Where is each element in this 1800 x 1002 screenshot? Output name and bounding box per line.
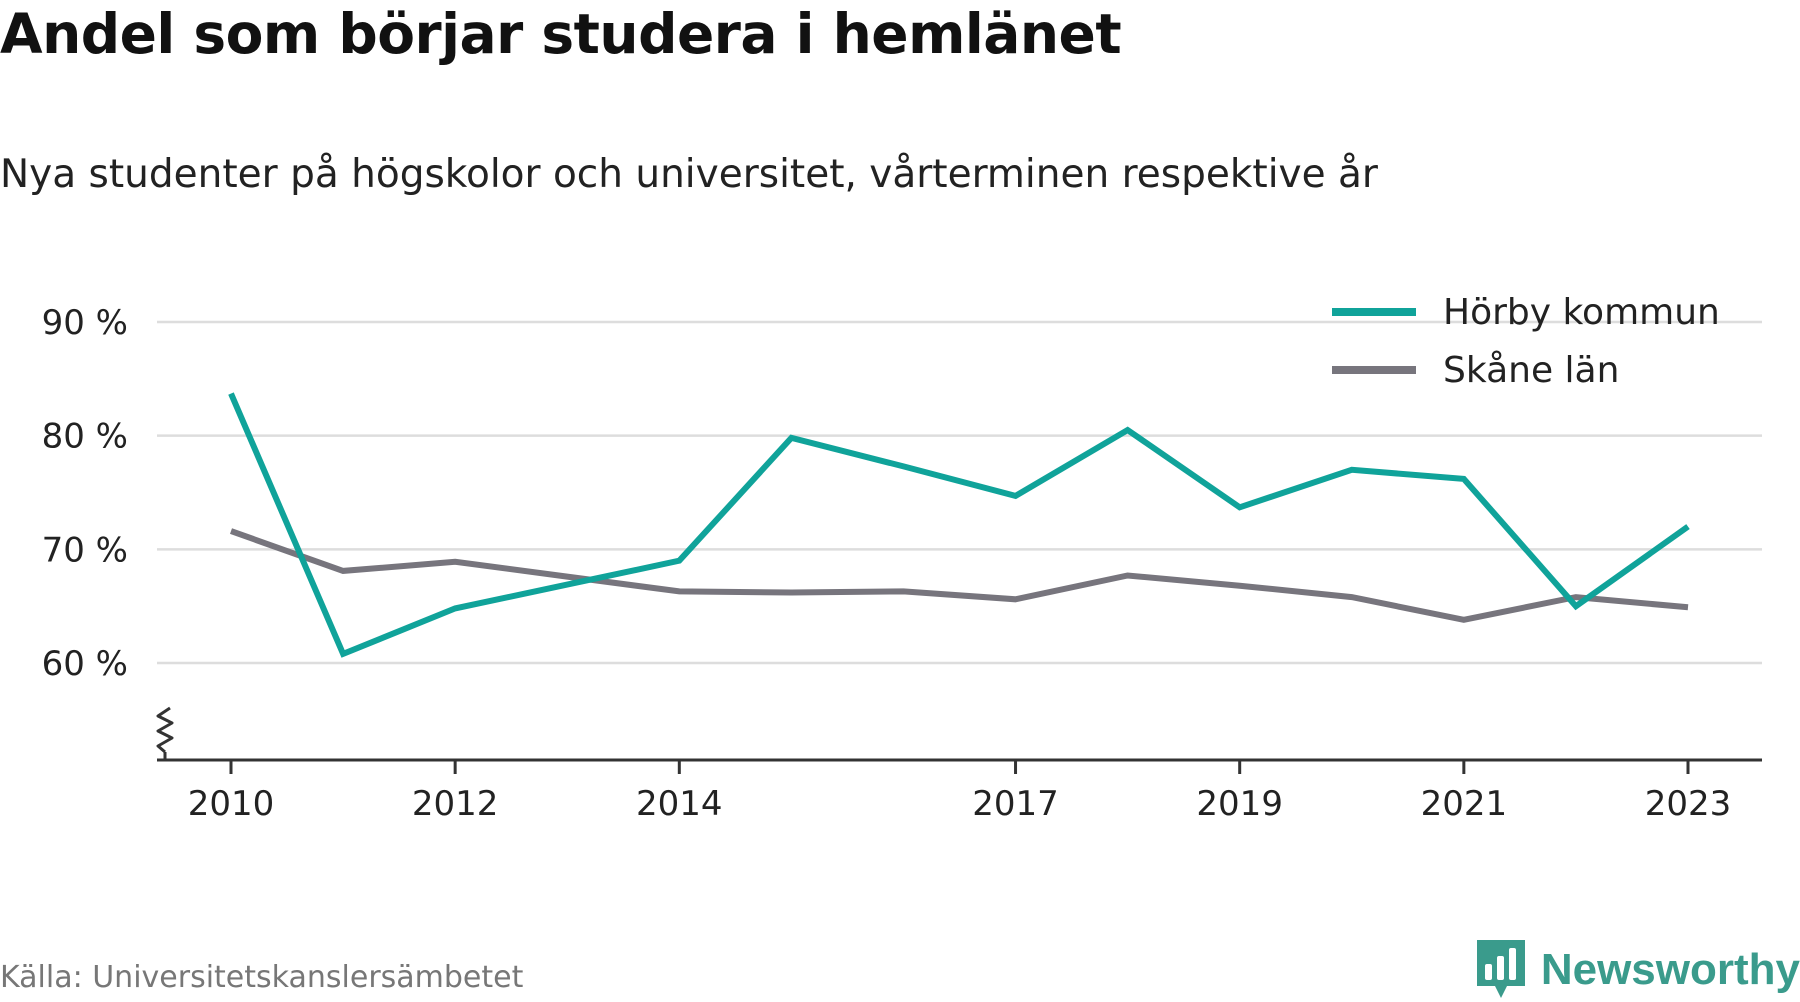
x-tick-label: 2012 (412, 784, 499, 824)
brand-logo: Newsworthy (1473, 938, 1800, 1002)
series-line-horby-kommun (228, 392, 1690, 658)
x-tick-label: 2014 (636, 784, 723, 824)
brand-name: Newsworthy (1540, 945, 1800, 994)
bar-chart-speech-bubble-icon (1476, 940, 1525, 998)
legend-swatch-bg (1320, 297, 1400, 307)
x-tick-label: 2021 (1421, 784, 1508, 824)
source-note: Källa: Universitetskanslersämbetet (0, 960, 524, 995)
x-tick-label: 2017 (972, 784, 1059, 824)
chart-subtitle: Nya studenter på högskolor och universit… (0, 152, 1378, 197)
x-tick-label: 2019 (1196, 784, 1283, 824)
chart-title: Andel som börjar studera i hemlänet (0, 2, 1122, 66)
legend-label: Skåne län (1443, 350, 1619, 391)
legend-item: Hörby kommun (1320, 292, 1720, 333)
legend-item: Skåne län (1320, 350, 1619, 391)
y-tick-label: 60 % (42, 644, 128, 684)
y-tick-label: 70 % (42, 530, 128, 570)
y-axis-break-icon (156, 706, 174, 754)
y-tick-label: 90 % (42, 303, 128, 343)
x-tick-label: 2010 (188, 784, 275, 824)
legend-swatch-bg (1320, 355, 1400, 365)
series-line-skane-lan (229, 528, 1689, 623)
legend-label: Hörby kommun (1443, 292, 1720, 333)
y-tick-label: 80 % (42, 417, 128, 457)
x-tick-label: 2023 (1645, 784, 1732, 824)
